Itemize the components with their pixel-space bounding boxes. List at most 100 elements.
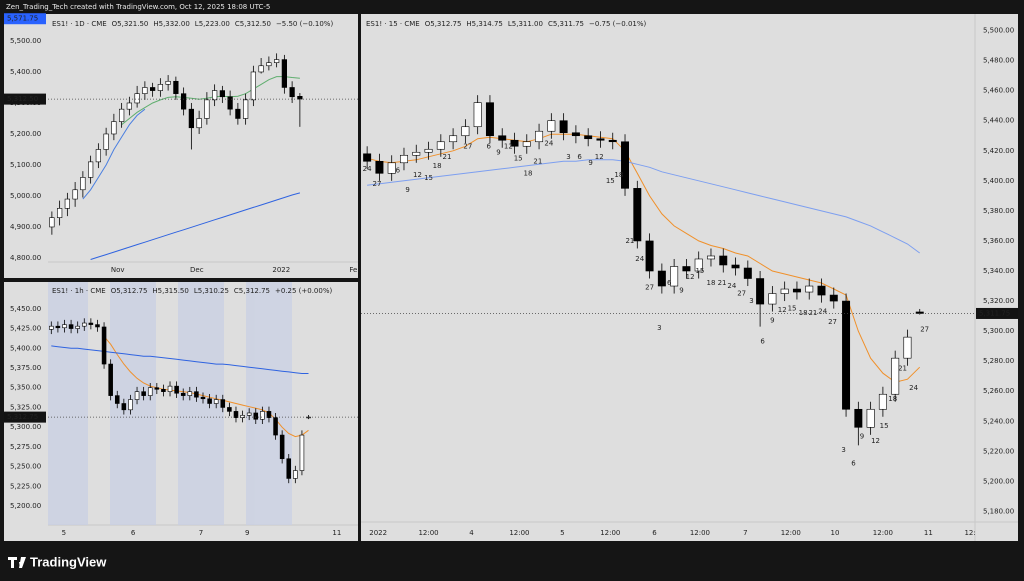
candle-body	[306, 416, 311, 419]
count-label: 27	[373, 180, 382, 188]
count-label: 12	[778, 306, 787, 314]
legend: ES1! · 15 · CME O5,312.75 H5,314.75 L5,311.…	[366, 20, 647, 28]
y-tick-label: 5,450.00	[10, 305, 41, 313]
candle-body	[375, 160, 384, 174]
count-label: 27	[737, 290, 746, 298]
candle-body	[670, 266, 679, 287]
candle-body	[157, 84, 164, 91]
y-tick-label: 5,480.00	[983, 57, 1014, 65]
price-tag-label: 5,311.75	[979, 309, 1010, 317]
high-tag-label: 5,571.75	[7, 15, 38, 23]
y-tick-label: 5,420.00	[983, 147, 1014, 155]
y-tick-label: 5,500.00	[983, 27, 1014, 35]
candle-body	[535, 130, 544, 143]
legend-item: L5,310.25	[194, 287, 229, 295]
candle-body	[167, 385, 173, 392]
session-band	[246, 282, 292, 525]
x-tick-label: 7	[199, 529, 203, 537]
y-tick-label: 5,275.00	[10, 443, 41, 451]
y-tick-label: 5,380.00	[983, 207, 1014, 215]
count-label: 12	[504, 142, 513, 150]
candle-body	[293, 470, 298, 479]
count-label: 27	[645, 284, 654, 292]
count-label: 3	[657, 324, 661, 332]
candle-body	[246, 412, 252, 416]
candle-body	[49, 325, 54, 330]
legend: ES1! · 1h · CME O5,312.75 H5,315.50 L5,310.…	[52, 287, 332, 295]
candle-body	[88, 322, 94, 325]
count-label: 15	[788, 305, 797, 313]
candle-body	[196, 118, 202, 129]
count-label: 15	[606, 177, 615, 185]
moving-average	[90, 192, 301, 260]
candle-body	[399, 154, 408, 164]
candle-body	[68, 324, 74, 329]
y-tick-label: 5,180.00	[983, 507, 1014, 515]
candle-body	[792, 288, 801, 293]
candle-body	[80, 177, 86, 191]
moving-average	[366, 133, 921, 383]
count-label: 21	[808, 309, 817, 317]
candle-body	[621, 141, 630, 189]
y-tick-label: 5,200.00	[10, 502, 41, 510]
count-label: 6	[577, 153, 582, 161]
x-tick-label: 11	[924, 529, 933, 537]
candle-body	[436, 141, 445, 150]
x-tick-label: 12:00	[690, 529, 710, 537]
legend-item: ES1! · 15 · CME	[366, 20, 420, 28]
candle-body	[559, 120, 568, 134]
y-tick-label: 5,240.00	[983, 417, 1014, 425]
candle-body	[633, 188, 642, 242]
candle-body	[780, 288, 789, 294]
candle-body	[227, 407, 232, 412]
y-tick-label: 5,300.00	[983, 327, 1014, 335]
count-label: 9	[496, 148, 500, 156]
pane-15m	[361, 14, 1018, 541]
candle-body	[194, 391, 199, 398]
legend-item: O5,321.50	[112, 20, 149, 28]
candle-body	[64, 198, 71, 209]
candle-body	[134, 391, 140, 400]
candle-body	[424, 148, 433, 153]
count-label: 21	[533, 157, 542, 165]
legend-item: C5,312.50	[235, 20, 271, 28]
candle-body	[297, 96, 303, 100]
candle-body	[756, 278, 765, 305]
candle-body	[842, 300, 851, 410]
count-label: 6	[396, 166, 401, 174]
x-tick-label: Fe	[349, 266, 357, 274]
session-band	[48, 282, 88, 525]
candle-body	[596, 138, 605, 141]
y-tick-label: 5,100.00	[10, 161, 41, 169]
y-tick-label: 5,460.00	[983, 87, 1014, 95]
candle-body	[266, 62, 272, 67]
price-tag	[4, 93, 46, 105]
count-label: 18	[799, 309, 808, 317]
x-tick-label: 7	[743, 529, 747, 537]
candle-body	[286, 458, 292, 479]
candle-body	[657, 270, 666, 287]
count-label: 18	[524, 169, 533, 177]
candle-body	[213, 399, 219, 404]
candle-body	[608, 139, 617, 143]
candle-body	[173, 80, 179, 94]
candle-body	[187, 391, 193, 396]
candle-body	[258, 65, 264, 73]
candle-body	[461, 126, 470, 137]
count-label: 21	[625, 237, 634, 245]
candle-body	[88, 161, 94, 178]
y-tick-label: 5,000.00	[10, 192, 41, 200]
high-tag	[4, 13, 46, 25]
candle-body	[126, 102, 133, 110]
candle-body	[510, 139, 519, 147]
x-tick-label: 6	[131, 529, 136, 537]
candle-body	[878, 393, 887, 410]
count-label: 27	[463, 142, 472, 150]
candle-body	[174, 385, 179, 394]
count-label: 27	[828, 318, 837, 326]
candle-body	[233, 411, 239, 419]
legend: ES1! · 1D · CME O5,321.50 H5,332.00 L5,223.…	[52, 20, 333, 28]
legend-item: L5,311.00	[508, 20, 543, 28]
x-tick-label: 4	[469, 529, 474, 537]
